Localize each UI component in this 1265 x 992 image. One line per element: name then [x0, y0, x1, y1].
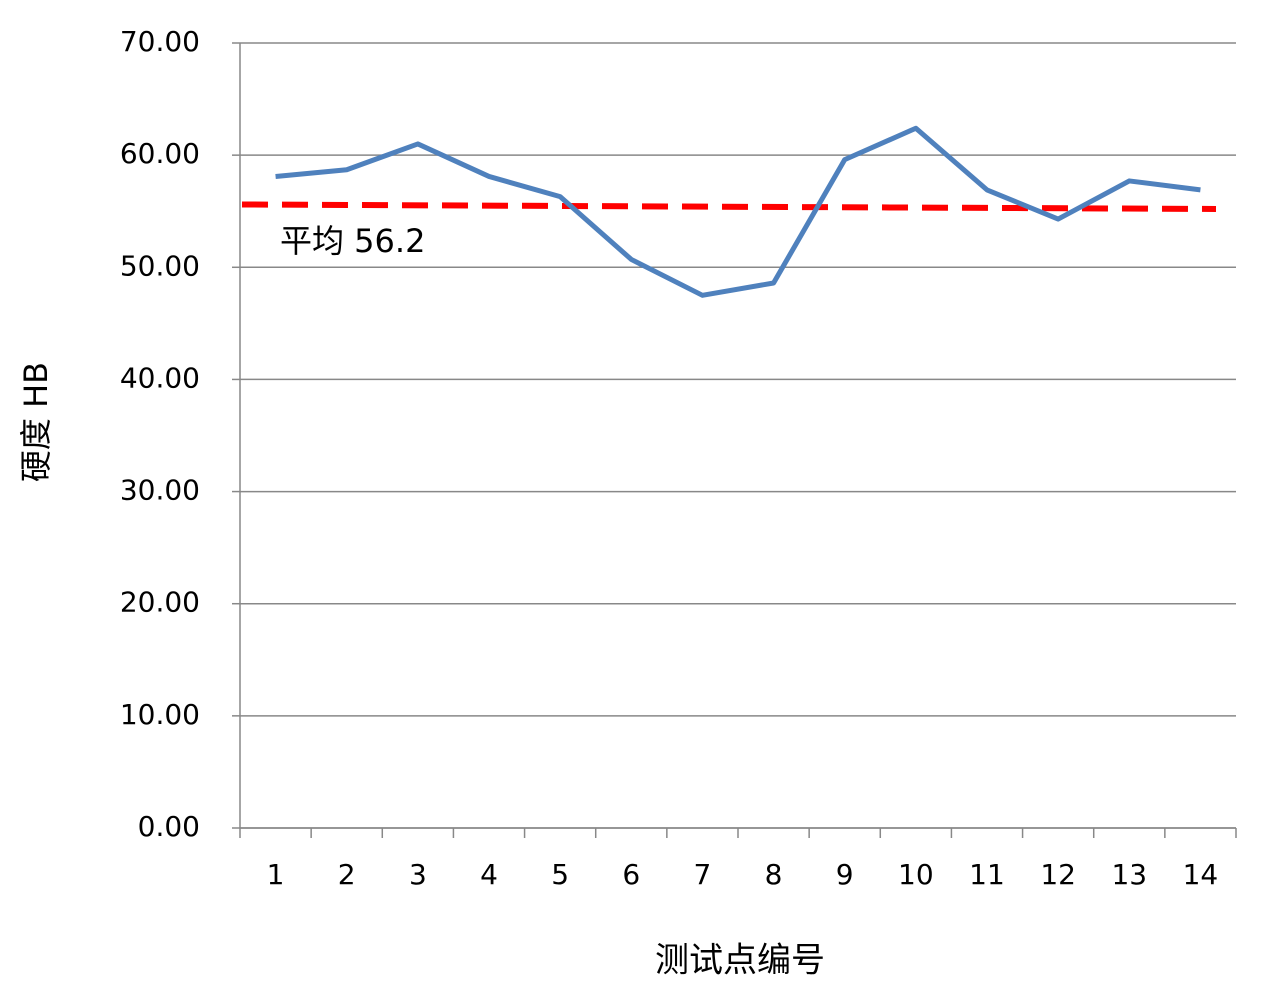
x-tick-label: 13 [1111, 858, 1147, 891]
y-tick-label: 0.00 [138, 810, 200, 843]
x-tick-label: 3 [409, 858, 427, 891]
y-tick-label: 50.00 [120, 249, 200, 282]
x-tick-label: 9 [836, 858, 854, 891]
x-tick-label: 4 [480, 858, 498, 891]
annotation: 平均 56.2 [280, 222, 425, 260]
x-tick-label: 11 [969, 858, 1005, 891]
x-tick-label: 12 [1040, 858, 1076, 891]
y-tick-label: 30.00 [120, 474, 200, 507]
y-tick-label: 60.00 [120, 137, 200, 170]
x-tick-label: 7 [694, 858, 712, 891]
average-line [241, 201, 1217, 212]
y-tick-label: 20.00 [120, 586, 200, 619]
x-tick-label: 5 [551, 858, 569, 891]
x-tick-label: 14 [1183, 858, 1219, 891]
y-tick-label: 10.00 [120, 698, 200, 731]
x-axis-label: 测试点编号 [655, 941, 825, 981]
x-tick-label: 2 [338, 858, 356, 891]
x-tick-label: 8 [765, 858, 783, 891]
y-tick-label: 70.00 [120, 25, 200, 58]
x-tick-label: 6 [622, 858, 640, 891]
y-tick-label: 40.00 [120, 361, 200, 394]
data-line [275, 125, 1201, 298]
y-axis-label: 硬度 HB [17, 362, 55, 482]
x-tick-label: 1 [267, 858, 285, 891]
x-tick-label: 10 [898, 858, 934, 891]
